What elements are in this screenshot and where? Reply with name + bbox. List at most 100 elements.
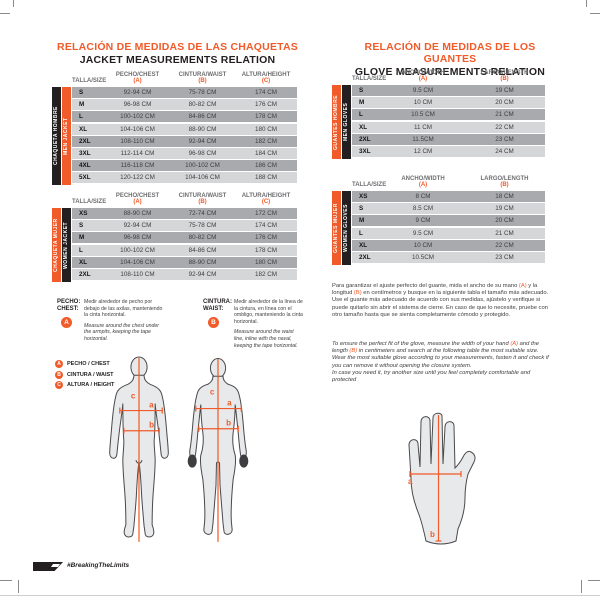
- table-row: XL 104-106 CM 88-90 CM 180 CM: [72, 123, 297, 135]
- table-row: L 10.5 CM 21 CM: [352, 109, 545, 121]
- value-cell: 104-106 CM: [120, 258, 155, 266]
- size-cell: L: [359, 111, 363, 119]
- legend-item-waist: B CINTURA / WAIST: [55, 370, 114, 379]
- size-cell: M: [79, 234, 85, 242]
- men-jacket-rows: S 92-94 CM 75-78 CM 174 CM M 96-98 CM 80-82 CM…: [72, 87, 297, 184]
- male-body-diagram: c a b: [109, 356, 169, 542]
- value-cell: 9 CM: [415, 217, 431, 225]
- table-row: S 9.5 CM 19 CM: [352, 85, 545, 96]
- chest-instruction-text: Medir alrededor de pecho por debajo de l…: [84, 299, 166, 343]
- label-b: b: [430, 530, 435, 539]
- value-cell: 88-90 CM: [188, 125, 217, 133]
- value-cell: 182 CM: [254, 270, 278, 278]
- table-row: S 8.5 CM 19 CM: [352, 203, 545, 215]
- value-cell: 92-94 CM: [123, 89, 152, 96]
- men-jacket-side-label-en: MEN JACKET: [62, 87, 71, 185]
- waist-label: CINTURA: WAIST:: [203, 299, 232, 313]
- glove-fitting-text-es: Para garantizar el ajuste perfecto del g…: [332, 283, 550, 319]
- header-ancho-width: ANCHO/WIDTH (A): [401, 70, 445, 82]
- value-cell: 180 CM: [254, 125, 278, 133]
- table-row: M 9 CM 20 CM: [352, 215, 545, 227]
- label-a: a: [227, 399, 232, 408]
- value-cell: 84-86 CM: [188, 113, 217, 121]
- header-talla-size: TALLA/SIZE: [72, 199, 107, 205]
- value-cell: 19 CM: [495, 205, 514, 213]
- header-altura-height: ALTURA/HEIGHT (C): [241, 72, 291, 84]
- value-cell: 120-122 CM: [120, 174, 155, 182]
- label-a: a: [149, 401, 154, 410]
- measurement-legend: A PECHO / CHEST B CINTURA / WAIST C ALTU…: [55, 360, 114, 392]
- legend-item-height: C ALTURA / HEIGHT: [55, 381, 114, 389]
- table-row: 5XL 120-122 CM 104-106 CM 188 CM: [72, 172, 297, 184]
- size-cell: 2XL: [79, 270, 91, 278]
- label-a: a: [408, 477, 413, 486]
- table-row: S 92-94 CM 75-78 CM 174 CM: [72, 87, 297, 98]
- glove-fitting-text-en: To ensure the perfect fit of the glove, …: [332, 341, 550, 384]
- header-cintura-waist: CINTURA/WAIST (B): [178, 193, 227, 205]
- header-talla-size: TALLA/SIZE: [352, 182, 387, 188]
- size-cell: 3XL: [359, 147, 371, 155]
- value-cell: 186 CM: [254, 162, 278, 170]
- size-cell: S: [359, 87, 364, 94]
- footer-hashtag: #BreakingTheLimits: [67, 562, 130, 569]
- value-cell: 88-90 CM: [123, 210, 152, 217]
- size-cell: S: [79, 89, 84, 96]
- size-cell: L: [359, 229, 363, 237]
- glove-paragraph-es-1: Para garantizar el ajuste perfecto del g…: [332, 283, 549, 297]
- glove-paragraph-en-1: To ensure the perfect fit of the glove, …: [332, 341, 549, 369]
- chest-label-en: CHEST:: [57, 306, 79, 312]
- header-pecho-chest: PECHO/CHEST (A): [115, 72, 160, 84]
- crop-mark: [18, 580, 19, 593]
- value-cell: 100-102 CM: [185, 162, 220, 170]
- legend-marker-c: C: [55, 381, 63, 389]
- value-cell: 80-82 CM: [188, 234, 217, 242]
- crop-mark: [13, 0, 14, 7]
- table-row: 2XL 108-110 CM 92-94 CM 182 CM: [72, 268, 297, 280]
- crop-mark: [590, 13, 600, 14]
- women-jacket-side-label-en: WOMEN JACKET: [62, 208, 71, 282]
- value-cell: 11 CM: [413, 123, 433, 131]
- women-jacket-rows: XS 88-90 CM 72-74 CM 172 CM S 92-94 CM 75-78 C…: [72, 208, 297, 280]
- men-gloves-table: GUANTES HOMBRE MEN GLOVES S 9.5 CM 19 CM M 1…: [332, 85, 545, 159]
- value-cell: 20 CM: [495, 99, 514, 107]
- header-pecho-chest: PECHO/CHEST (A): [115, 193, 160, 205]
- table-row: M 10 CM 20 CM: [352, 97, 545, 109]
- legend-item-chest: A PECHO / CHEST: [55, 360, 114, 368]
- value-cell: 80-82 CM: [188, 101, 217, 109]
- value-cell: 21 CM: [495, 229, 514, 237]
- label-b: b: [226, 419, 231, 428]
- jackets-title-es: RELACIÓN DE MEDIDAS DE LAS CHAQUETAS: [57, 41, 298, 53]
- value-cell: 11.5CM: [412, 135, 434, 143]
- value-cell: 174 CM: [254, 222, 278, 230]
- value-cell: 8.5 CM: [412, 205, 434, 213]
- men-gloves-side-label-en: MEN GLOVES: [342, 85, 351, 159]
- hand-diagram: a b: [408, 412, 476, 545]
- value-cell: 22 CM: [495, 241, 514, 249]
- crop-mark: [581, 580, 582, 593]
- brand-badge-mark: [50, 564, 61, 567]
- value-cell: 18 CM: [495, 193, 514, 200]
- women-gloves-table: GUANTES MUJER WOMEN GLOVES XS 8 CM 18 CM S 8…: [332, 191, 545, 265]
- value-cell: 9.5 CM: [412, 87, 434, 94]
- size-cell: XS: [359, 193, 368, 200]
- size-cell: M: [359, 99, 365, 107]
- glove-paragraph-es-2: Use el guante más adecuado de acuerdo co…: [332, 297, 548, 318]
- women-gloves-side-label-es: GUANTES MUJER: [332, 191, 341, 265]
- table-row: L 100-102 CM 84-86 CM 178 CM: [72, 111, 297, 123]
- value-cell: 178 CM: [254, 246, 278, 254]
- chest-text-es: Medir alrededor de pecho por debajo de l…: [84, 299, 163, 319]
- chest-label-es: PECHO:: [57, 299, 81, 305]
- men-jacket-header-row: TALLA/SIZE PECHO/CHEST (A) CINTURA/WAIST…: [52, 72, 297, 84]
- table-row: XL 104-106 CM 88-90 CM 180 CM: [72, 256, 297, 268]
- value-cell: 24 CM: [495, 147, 514, 155]
- waist-label-es: CINTURA:: [203, 299, 232, 305]
- crop-mark: [0, 13, 10, 14]
- value-cell: 75-78 CM: [188, 89, 217, 96]
- value-cell: 19 CM: [495, 87, 514, 94]
- women-gloves-rows: XS 8 CM 18 CM S 8.5 CM 19 CM M 9 CM 20 CM L 9.5 CM…: [352, 191, 545, 263]
- value-cell: 92-94 CM: [123, 222, 152, 230]
- women-jacket-side-label-es: CHAQUETA MUJER: [52, 208, 61, 282]
- size-cell: M: [79, 101, 85, 109]
- value-cell: 92-94 CM: [188, 270, 217, 278]
- table-row: S 92-94 CM 75-78 CM 174 CM: [72, 220, 297, 232]
